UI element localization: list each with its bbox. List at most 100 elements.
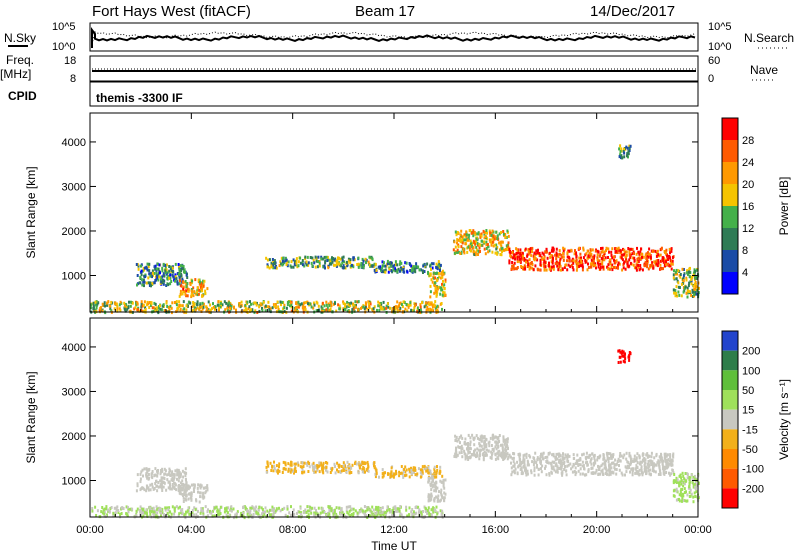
echo-cell: [543, 264, 546, 268]
echo-cell: [434, 287, 437, 290]
echo-cell: [397, 267, 400, 271]
echo-cell: [279, 509, 282, 513]
echo-cell: [332, 509, 335, 513]
echo-cell: [271, 258, 274, 261]
echo-cell: [161, 469, 164, 473]
echo-cell: [383, 511, 385, 515]
echo-cell: [526, 259, 529, 263]
echo-cell: [460, 447, 463, 451]
colorbar-1-label: Velocity [m s⁻¹]: [777, 379, 791, 460]
echo-cell: [91, 507, 94, 510]
echo-cell: [342, 461, 345, 465]
echo-cell: [260, 506, 263, 510]
echo-cell: [572, 462, 575, 466]
echo-cell: [94, 505, 97, 509]
echo-cell: [272, 303, 275, 307]
echo-cell: [348, 509, 351, 513]
echo-cell: [182, 281, 185, 285]
echo-cell: [177, 485, 180, 489]
echo-cell: [192, 487, 195, 491]
echo-cell: [620, 147, 623, 151]
echo-cell: [344, 302, 347, 306]
echo-cell: [172, 270, 175, 274]
echo-cell: [617, 263, 619, 267]
echo-cell: [307, 302, 309, 306]
echo-cell: [422, 510, 424, 513]
echo-cell: [524, 247, 527, 251]
echo-cell: [637, 260, 640, 264]
echo-cell: [184, 516, 187, 520]
echo-cell: [408, 262, 411, 265]
echo-cell: [311, 264, 314, 268]
echo-cell: [483, 443, 486, 446]
echo-cell: [504, 448, 507, 452]
echo-cell: [679, 473, 682, 477]
echo-cell: [548, 451, 551, 455]
echo-cell: [179, 304, 182, 308]
echo-cell: [140, 305, 143, 309]
echo-cell: [309, 508, 312, 512]
echo-cell: [406, 309, 409, 313]
echo-cell: [638, 468, 641, 472]
echo-cell: [114, 511, 117, 515]
echo-cell: [591, 255, 594, 259]
echo-cell: [586, 463, 589, 467]
echo-cell: [154, 264, 157, 268]
echo-cell: [246, 300, 249, 304]
echo-cell: [456, 251, 459, 254]
echo-cell: [677, 290, 680, 294]
echo-cell: [104, 514, 107, 518]
echo-cell: [475, 245, 478, 249]
echo-cell: [309, 302, 312, 306]
echo-cell: [327, 258, 330, 262]
echo-cell: [660, 267, 663, 271]
echo-cell: [501, 443, 504, 447]
echo-cell: [199, 303, 202, 307]
echo-cell: [569, 462, 572, 466]
echo-cell: [374, 475, 377, 479]
echo-cell: [378, 302, 381, 305]
echo-cell: [645, 472, 647, 476]
echo-cell: [608, 456, 611, 460]
echo-cell: [349, 514, 352, 518]
echo-cell: [167, 283, 170, 287]
echo-cell: [605, 470, 608, 474]
echo-cell: [272, 510, 275, 514]
echo-cell: [502, 436, 505, 440]
echo-cell: [402, 300, 405, 304]
echo-cell: [593, 256, 595, 260]
echo-cell: [95, 514, 98, 517]
echo-cell: [418, 508, 421, 512]
echo-cell: [539, 455, 542, 458]
echo-cell: [679, 273, 682, 276]
echo-cell: [626, 154, 628, 158]
echo-cell: [601, 468, 604, 472]
echo-cell: [254, 509, 257, 513]
echo-cell: [181, 292, 184, 296]
echo-cell: [582, 248, 585, 252]
echo-cell: [116, 304, 119, 308]
echo-cell: [440, 498, 442, 502]
echo-cell: [677, 269, 680, 273]
echo-cell: [680, 499, 683, 503]
echo-cell: [475, 239, 477, 243]
echo-cell: [585, 473, 588, 477]
echo-cell: [338, 307, 341, 311]
echo-cell: [313, 506, 316, 510]
echo-cell: [330, 302, 332, 306]
echo-cell: [129, 309, 132, 313]
echo-cell: [373, 305, 376, 309]
echo-cell: [495, 442, 498, 446]
echo-cell: [321, 301, 324, 305]
echo-cell: [413, 470, 415, 474]
echo-cell: [566, 252, 569, 256]
echo-cell: [536, 258, 539, 262]
echo-cell: [566, 453, 569, 457]
echo-cell: [560, 459, 563, 463]
echo-cell: [393, 473, 396, 477]
echo-cell: [396, 263, 399, 267]
echo-cell: [655, 259, 658, 263]
echo-cell: [657, 472, 660, 476]
echo-cell: [325, 303, 328, 307]
echo-cell: [527, 248, 530, 252]
